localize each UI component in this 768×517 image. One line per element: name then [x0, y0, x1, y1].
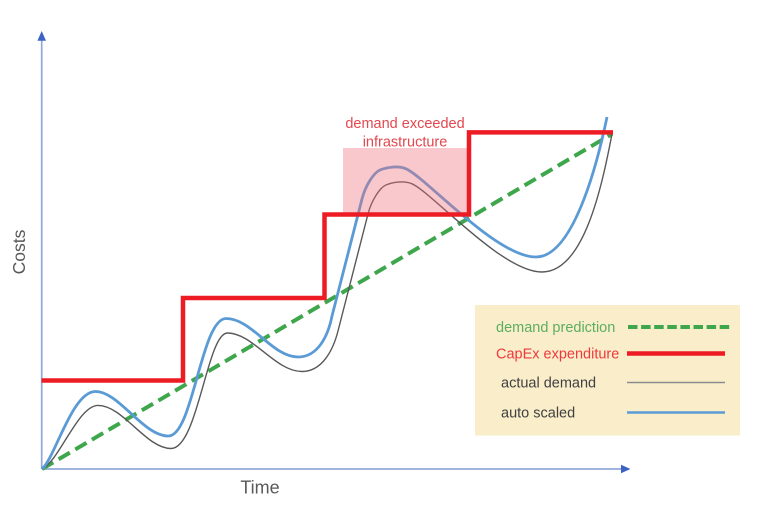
- svg-text:auto scaled: auto scaled: [501, 406, 575, 422]
- svg-text:Time: Time: [240, 478, 279, 498]
- svg-text:demand prediction: demand prediction: [496, 320, 615, 336]
- svg-text:infrastructure: infrastructure: [363, 135, 448, 151]
- svg-text:actual demand: actual demand: [501, 376, 596, 392]
- svg-text:Costs: Costs: [9, 229, 29, 274]
- svg-text:CapEx expenditure: CapEx expenditure: [496, 347, 619, 363]
- svg-text:demand exceeded: demand exceeded: [345, 116, 464, 132]
